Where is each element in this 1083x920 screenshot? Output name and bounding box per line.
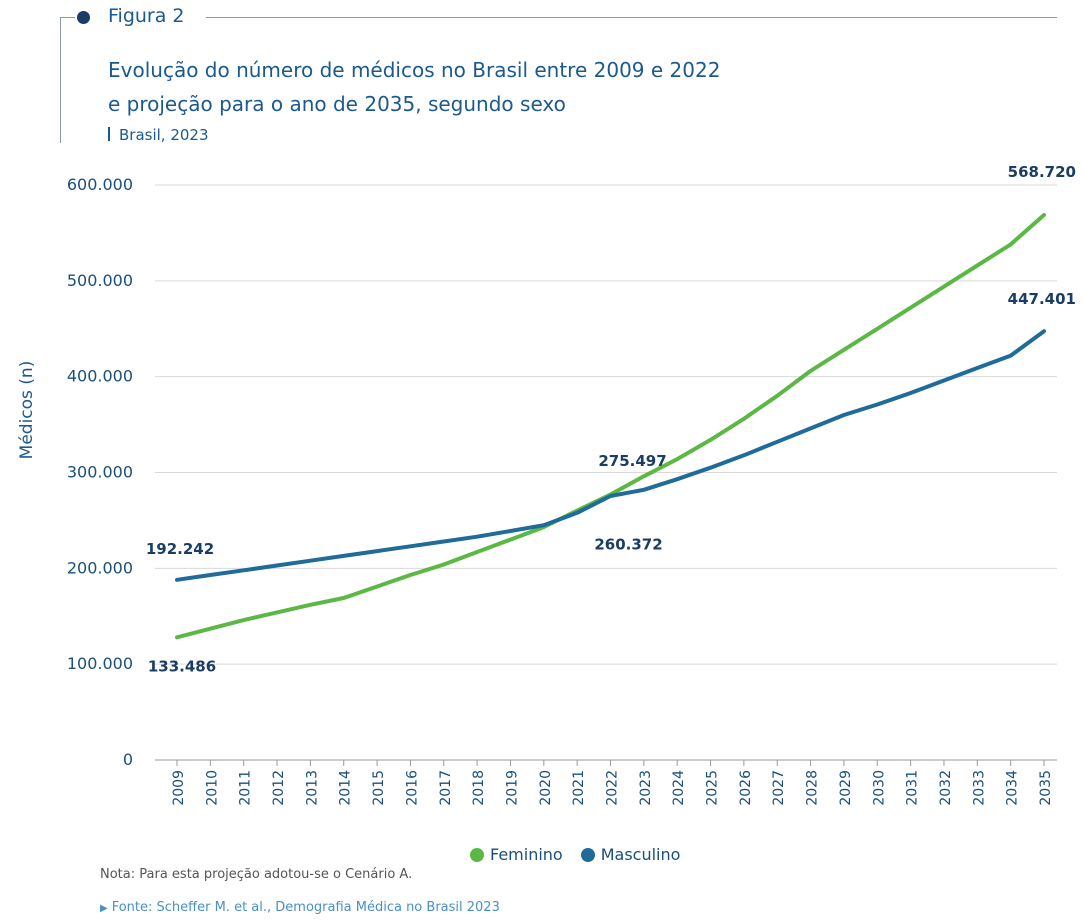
chart-subtitle: Brasil, 2023 — [108, 126, 209, 144]
footnote: Nota: Para esta projeção adotou-se o Cen… — [100, 867, 413, 882]
x-tick-label: 2023 — [638, 770, 654, 806]
x-tick-label: 2031 — [905, 770, 921, 806]
x-tick-label: 2024 — [671, 770, 687, 806]
x-tick-label: 2020 — [538, 770, 554, 806]
x-tick-label: 2013 — [304, 770, 320, 806]
x-tick-label: 2035 — [1038, 770, 1054, 806]
frame-line-horizontal — [60, 17, 75, 18]
y-tick-labels: 0 100.000 200.000 300.000 400.000 500.000 600.… — [67, 175, 133, 769]
data-label: 447.401 — [1008, 290, 1076, 308]
chart-title: Evolução do número de médicos no Brasil … — [108, 53, 1008, 121]
x-tick-label: 2015 — [371, 770, 387, 806]
source-line: ▶ Fonte: Scheffer M. et al., Demografia M… — [100, 900, 500, 915]
legend-swatch-masculino — [580, 847, 595, 862]
x-tick-label: 2025 — [705, 770, 721, 806]
legend-item-masculino: Masculino — [580, 845, 681, 864]
play-triangle-icon: ▶ — [100, 903, 108, 914]
x-tick-label: 2009 — [171, 770, 187, 806]
figure-label: Figura 2 — [108, 5, 185, 27]
line-chart: 0 100.000 200.000 300.000 400.000 500.000 600.… — [17, 163, 1076, 806]
x-tick-label: 2022 — [605, 770, 621, 806]
x-tick-label: 2010 — [204, 770, 220, 806]
legend-item-feminino: Feminino — [470, 845, 563, 864]
x-tick-label: 2027 — [771, 770, 787, 806]
y-tick-label: 0 — [123, 750, 133, 769]
x-tick-label: 2018 — [471, 770, 487, 806]
x-tick-label: 2017 — [438, 770, 454, 806]
x-tick-label: 2014 — [338, 770, 354, 806]
x-tick-label: 2012 — [271, 770, 287, 806]
annotation-layer: 192.242 133.486 275.497 260.372 568.720 447.4… — [146, 163, 1076, 675]
legend-label-feminino: Feminino — [490, 845, 563, 864]
data-label: 275.497 — [598, 452, 666, 470]
legend-swatch-feminino — [470, 847, 484, 862]
x-tick-label: 2032 — [938, 770, 954, 806]
data-label: 133.486 — [148, 657, 216, 675]
x-tick-labels: 2009 2010 2011 2012 2013 2014 2015 2016 2017 2018… — [171, 760, 1054, 806]
grid-layer — [155, 184, 1057, 761]
chart-title-line1: Evolução do número de médicos no Brasil … — [108, 58, 721, 82]
top-rule — [206, 17, 1057, 18]
y-tick-label: 200.000 — [67, 558, 133, 577]
x-tick-label: 2033 — [971, 770, 987, 806]
data-label: 568.720 — [1008, 163, 1076, 181]
figure-dot-icon — [77, 11, 90, 24]
y-tick-label: 500.000 — [67, 271, 133, 290]
y-tick-label: 400.000 — [67, 367, 133, 386]
frame-line-vertical — [60, 17, 61, 143]
subtitle-text: Brasil, 2023 — [119, 126, 209, 144]
x-tick-label: 2029 — [838, 770, 854, 806]
subtitle-bar — [108, 127, 110, 141]
y-tick-label: 100.000 — [67, 654, 133, 673]
series-line-feminino — [175, 213, 1046, 640]
x-tick-label: 2030 — [871, 770, 887, 806]
legend-label-masculino: Masculino — [600, 845, 681, 864]
x-tick-label: 2021 — [571, 770, 587, 806]
x-tick-label: 2011 — [238, 770, 254, 806]
y-tick-label: 600.000 — [67, 175, 133, 194]
y-tick-label: 300.000 — [67, 463, 133, 482]
data-label: 260.372 — [594, 536, 662, 554]
y-axis-label: Médicos (n) — [17, 361, 37, 460]
source-text: Fonte: Scheffer M. et al., Demografia Mé… — [111, 900, 500, 915]
data-label: 192.242 — [146, 540, 214, 558]
series-layer — [175, 213, 1046, 640]
x-tick-label: 2026 — [738, 770, 754, 806]
x-tick-label: 2019 — [504, 770, 520, 806]
series-line-masculino — [175, 329, 1046, 582]
x-tick-label: 2034 — [1005, 770, 1021, 806]
x-tick-label: 2016 — [404, 770, 420, 806]
chart-title-line2: e projeção para o ano de 2035, segundo s… — [108, 92, 566, 116]
x-tick-label: 2028 — [805, 770, 821, 806]
chart-legend: Feminino Masculino — [470, 845, 680, 864]
